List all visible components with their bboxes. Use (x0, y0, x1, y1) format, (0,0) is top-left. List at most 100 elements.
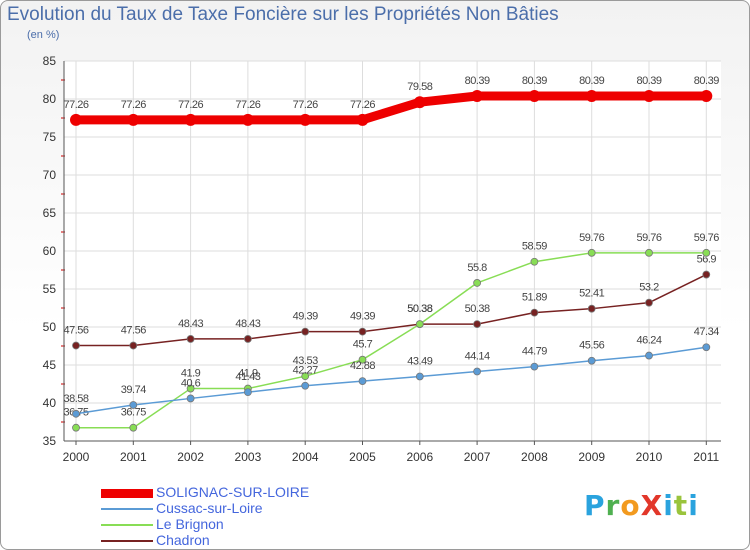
data-point-1 (645, 351, 653, 360)
data-label-3: 47.56 (63, 325, 88, 337)
data-label-3: 48.43 (235, 318, 260, 330)
data-point-0 (299, 113, 312, 126)
data-label-3: 50.38 (465, 303, 490, 315)
data-point-1 (587, 356, 596, 365)
data-point-2 (129, 423, 138, 432)
data-label-2: 41.9 (181, 368, 201, 380)
y-tick-label: 45 (43, 358, 57, 372)
x-tick-label: 2009 (578, 450, 605, 464)
legend-label: SOLIGNAC-SUR-LOIRE (156, 484, 310, 500)
y-tick-label: 70 (43, 168, 57, 182)
x-tick-label: 2004 (292, 450, 319, 464)
data-label-1: 42.88 (350, 360, 375, 372)
data-label-0: 77.26 (63, 99, 88, 111)
data-label-3: 47.56 (121, 325, 146, 337)
legend-swatch (101, 540, 153, 542)
data-label-2: 36.75 (121, 407, 146, 419)
line-chart: 35 40 45 50 55 60 65 70 75 80 85 2000 2001 2002 2003 20… (43, 54, 721, 464)
data-point-1 (129, 401, 138, 409)
data-point-1 (301, 381, 310, 390)
data-label-0: 80.39 (636, 75, 661, 87)
legend-label: Chadron (156, 532, 210, 548)
legend-label: Cussac-sur-Loire (156, 500, 263, 516)
data-point-1 (358, 377, 367, 386)
x-tick-label: 2000 (63, 450, 90, 464)
data-label-3: 50.38 (407, 303, 432, 315)
data-point-3 (587, 304, 596, 313)
data-point-0 (585, 90, 598, 103)
data-label-2: 59.76 (694, 232, 719, 244)
data-point-1 (186, 394, 195, 403)
chart-title: Evolution du Taux de Taxe Foncière sur l… (7, 4, 559, 25)
data-point-2 (473, 279, 482, 287)
data-label-2: 45.7 (353, 339, 373, 351)
data-point-1 (72, 409, 80, 418)
data-label-1: 39.74 (121, 384, 146, 396)
data-label-0: 77.26 (121, 99, 146, 111)
series-line-1 (75, 346, 708, 415)
y-tick-label: 50 (43, 320, 57, 334)
data-label-2: 55.8 (467, 262, 487, 274)
y-tick-label: 65 (43, 206, 57, 220)
data-label-1: 40.6 (181, 377, 201, 389)
data-point-2 (301, 372, 310, 381)
data-label-3: 49.39 (350, 311, 375, 323)
data-label-1: 41.43 (235, 371, 260, 383)
data-point-3 (473, 320, 482, 329)
data-point-1 (702, 343, 711, 352)
data-point-3 (645, 298, 653, 307)
x-tick-label: 2011 (693, 450, 719, 464)
data-label-0: 77.26 (235, 99, 260, 111)
data-point-0 (127, 113, 140, 126)
data-point-0 (471, 90, 484, 103)
data-point-3 (129, 341, 138, 350)
y-tick-label: 35 (43, 434, 57, 448)
data-label-2: 50.38 (407, 303, 432, 315)
data-point-0 (184, 113, 197, 126)
y-tick-label: 40 (43, 396, 57, 410)
data-point-3 (72, 341, 80, 350)
data-point-2 (415, 320, 424, 329)
data-label-3: 51.89 (522, 292, 547, 304)
data-label-1: 44.79 (522, 346, 547, 358)
series-line-2 (75, 252, 708, 429)
data-label-1: 38.58 (63, 393, 88, 405)
legend-swatch (101, 488, 153, 498)
data-label-2: 41.9 (238, 368, 258, 380)
data-point-0 (643, 90, 655, 103)
data-label-1: 45.56 (579, 340, 604, 352)
data-point-2 (587, 248, 596, 257)
x-tick-label: 2006 (406, 450, 433, 464)
data-label-1: 47.34 (694, 326, 719, 338)
series-line-0 (71, 91, 711, 125)
data-label-0: 77.26 (293, 99, 318, 111)
data-point-2 (358, 355, 367, 364)
data-label-0: 80.39 (694, 75, 719, 87)
data-label-0: 80.39 (465, 75, 490, 87)
data-point-0 (528, 90, 541, 103)
x-tick-label: 2005 (349, 450, 376, 464)
legend-swatch (101, 524, 153, 526)
data-label-3: 49.39 (293, 311, 318, 323)
data-point-0 (356, 113, 369, 126)
data-point-3 (243, 335, 252, 343)
x-tick-label: 2007 (464, 450, 491, 464)
data-label-0: 77.26 (178, 99, 203, 111)
data-label-0: 80.39 (522, 75, 547, 87)
data-point-1 (530, 362, 539, 371)
data-point-3 (186, 335, 195, 343)
data-point-0 (700, 90, 713, 103)
data-label-2: 43.53 (293, 355, 318, 367)
data-point-1 (415, 372, 424, 381)
data-point-2 (645, 248, 653, 257)
data-label-2: 59.76 (579, 232, 604, 244)
data-label-0: 80.39 (579, 75, 604, 87)
data-point-0 (70, 113, 82, 126)
data-point-0 (241, 113, 254, 126)
data-point-2 (530, 257, 539, 266)
data-point-2 (186, 384, 195, 393)
data-label-3: 56.9 (697, 254, 717, 266)
x-tick-label: 2010 (636, 450, 663, 464)
data-label-1: 44.14 (465, 351, 490, 363)
